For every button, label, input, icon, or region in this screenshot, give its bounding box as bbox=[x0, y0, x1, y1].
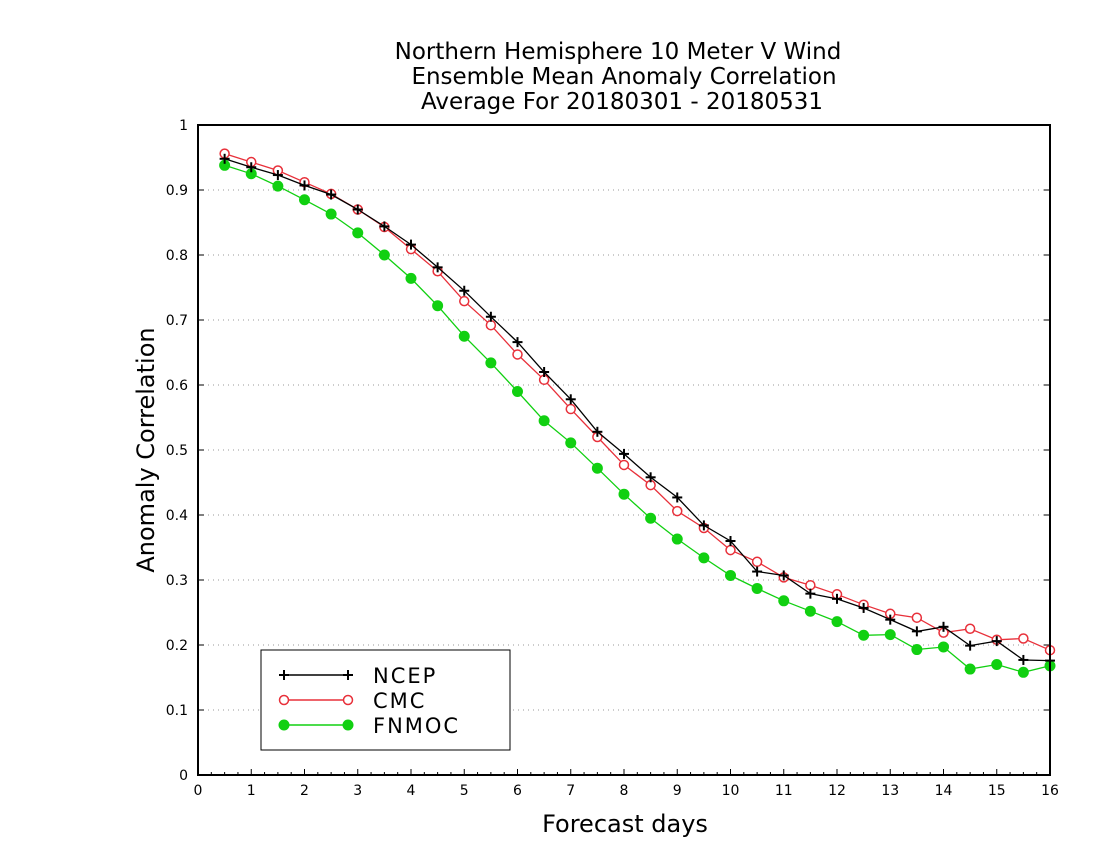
data-series bbox=[219, 148, 1056, 678]
data-point bbox=[485, 357, 497, 369]
y-tick-label: 0.3 bbox=[166, 573, 188, 589]
data-point bbox=[278, 719, 290, 731]
data-point bbox=[591, 462, 603, 474]
data-point bbox=[512, 349, 523, 360]
legend-item-ncep: NCEP bbox=[279, 664, 437, 688]
data-point bbox=[512, 386, 523, 397]
x-tick-label: 8 bbox=[620, 783, 629, 799]
y-tick-label: 0.4 bbox=[166, 508, 188, 524]
y-tick-label: 0.1 bbox=[166, 703, 188, 719]
x-tick-label: 15 bbox=[988, 783, 1006, 799]
data-point bbox=[858, 629, 870, 641]
data-point bbox=[342, 719, 354, 731]
data-point bbox=[964, 623, 976, 634]
data-point bbox=[432, 300, 444, 312]
data-point bbox=[725, 569, 736, 581]
series-fnmoc bbox=[219, 159, 1056, 678]
x-tick-label: 3 bbox=[353, 783, 362, 799]
chart-title-line-2: Ensemble Mean Anomaly Correlation bbox=[411, 64, 836, 90]
x-tick-label: 6 bbox=[513, 783, 522, 799]
data-point bbox=[299, 194, 310, 206]
data-point bbox=[805, 579, 816, 591]
legend-label: CMC bbox=[373, 689, 426, 713]
data-point bbox=[485, 319, 497, 331]
x-tick-label: 11 bbox=[775, 783, 793, 799]
legend-item-fnmoc: FNMOC bbox=[278, 714, 460, 738]
data-point bbox=[352, 227, 364, 239]
y-tick-label: 0.8 bbox=[166, 248, 188, 264]
x-tick-label: 2 bbox=[300, 783, 309, 799]
data-point bbox=[751, 556, 763, 568]
x-tick-label: 4 bbox=[407, 783, 416, 799]
data-point bbox=[1018, 633, 1029, 644]
chart-title-line-1: Northern Hemisphere 10 Meter V Wind bbox=[395, 39, 842, 65]
data-point bbox=[671, 533, 683, 545]
y-tick-label: 0.5 bbox=[166, 443, 188, 459]
series-line bbox=[224, 158, 1051, 662]
x-tick-label: 0 bbox=[194, 783, 203, 799]
data-point bbox=[884, 629, 896, 641]
data-point bbox=[618, 488, 630, 500]
x-tick-label: 14 bbox=[935, 783, 953, 799]
legend-label: NCEP bbox=[373, 664, 437, 688]
data-point bbox=[378, 249, 390, 261]
x-tick-label: 5 bbox=[460, 783, 469, 799]
series-cmc bbox=[219, 148, 1056, 656]
data-point bbox=[272, 180, 284, 192]
x-tick-label: 7 bbox=[566, 783, 575, 799]
x-tick-label: 12 bbox=[828, 783, 846, 799]
data-point bbox=[565, 403, 576, 415]
data-point bbox=[725, 544, 736, 556]
data-point bbox=[342, 694, 354, 706]
series-line bbox=[224, 152, 1051, 651]
data-point bbox=[804, 605, 816, 617]
data-point bbox=[459, 295, 470, 307]
data-point bbox=[458, 330, 470, 342]
series-ncep bbox=[219, 153, 1055, 666]
x-tick-label: 13 bbox=[881, 783, 899, 799]
x-tick-label: 9 bbox=[673, 783, 682, 799]
data-point bbox=[991, 659, 1003, 670]
legend-label: FNMOC bbox=[373, 714, 460, 738]
plot-frame bbox=[197, 124, 1051, 776]
y-tick-label: 0 bbox=[179, 768, 188, 784]
y-tick-label: 0.7 bbox=[166, 313, 188, 329]
x-tick-label: 10 bbox=[722, 783, 740, 799]
legend-item-cmc: CMC bbox=[278, 689, 426, 713]
axis-ticks: 00.10.20.30.40.50.60.70.80.910 1 2 3 4 5 6 7 8 9 1… bbox=[166, 118, 1059, 799]
series-line bbox=[224, 164, 1051, 673]
x-tick-label: 16 bbox=[1041, 783, 1059, 799]
chart-title-line-3: Average For 20180301 - 20180531 bbox=[421, 89, 823, 115]
data-point bbox=[672, 505, 683, 517]
data-point bbox=[938, 641, 949, 653]
data-point bbox=[964, 663, 976, 675]
x-tick-label: 1 bbox=[247, 783, 256, 799]
y-tick-label: 0.2 bbox=[166, 638, 188, 654]
data-point bbox=[911, 612, 923, 623]
data-point bbox=[911, 644, 923, 656]
chart-title: Northern Hemisphere 10 Meter V Wind Ense… bbox=[395, 39, 842, 115]
data-point bbox=[405, 272, 417, 284]
x-axis-label: Forecast days bbox=[542, 810, 708, 838]
data-point bbox=[831, 616, 843, 628]
data-point bbox=[278, 694, 290, 706]
y-axis-label: Anomaly Correlation bbox=[132, 327, 160, 572]
data-point bbox=[751, 582, 763, 594]
data-point bbox=[778, 595, 790, 607]
data-point bbox=[565, 437, 577, 449]
data-point bbox=[538, 415, 550, 427]
y-tick-label: 0.9 bbox=[166, 183, 188, 199]
data-point bbox=[618, 459, 630, 471]
data-point bbox=[698, 552, 710, 564]
y-tick-label: 1 bbox=[179, 118, 188, 134]
y-tick-label: 0.6 bbox=[166, 378, 188, 394]
data-point bbox=[325, 208, 337, 220]
data-point bbox=[645, 512, 657, 524]
data-point bbox=[1017, 666, 1029, 678]
